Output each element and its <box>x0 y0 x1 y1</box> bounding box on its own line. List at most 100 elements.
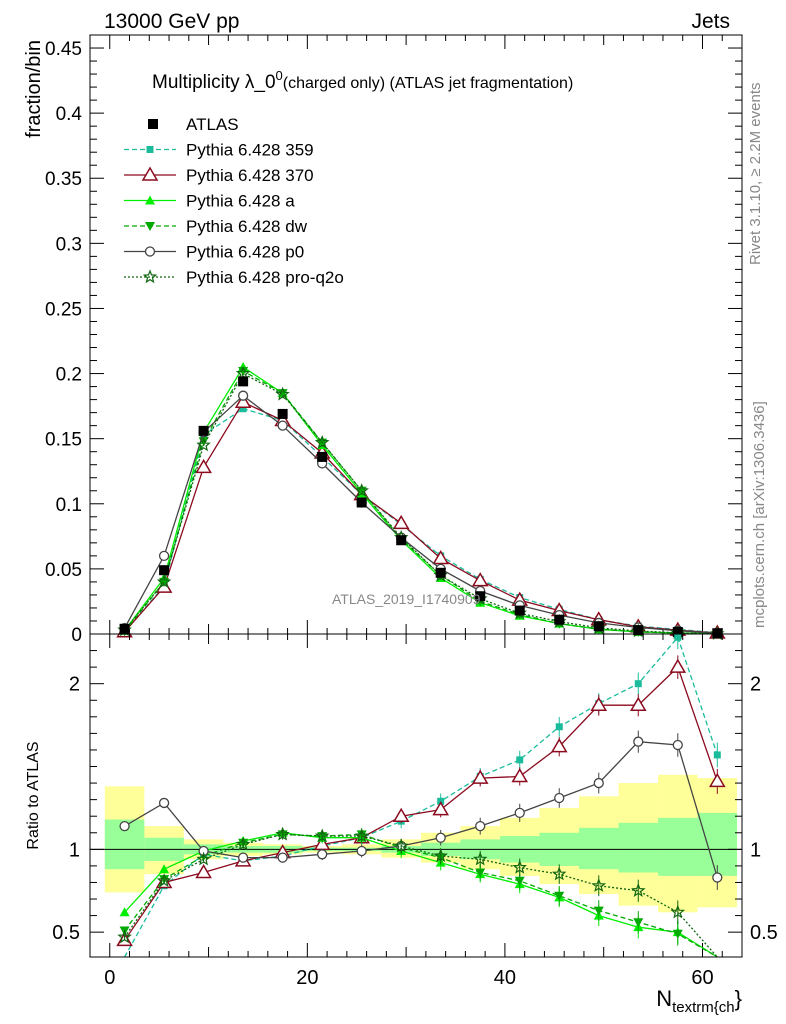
main-series-point <box>234 393 252 408</box>
ratio-series-point <box>158 797 170 809</box>
y-tick-label: 0.2 <box>56 365 82 386</box>
ratio-series-line <box>124 665 718 941</box>
legend-marker <box>148 119 158 129</box>
ratio-series-line <box>124 832 718 958</box>
ratio-series-point <box>514 876 525 886</box>
ratio-y-axis-label: Ratio to ATLAS <box>25 741 42 849</box>
x-axis-label-sub: textrm{ch <box>672 999 735 1016</box>
y-tick-label: 0 <box>71 625 82 646</box>
ratio-series-point <box>119 820 130 832</box>
main-series-point <box>277 389 288 399</box>
legend-item-1: Pythia 6.428 370 <box>124 166 314 185</box>
main-series-line <box>124 370 718 635</box>
legend-label: Pythia 6.428 370 <box>186 166 314 185</box>
y-tick-label: 0.05 <box>45 560 82 581</box>
ratio-series-point <box>631 883 646 897</box>
ratio-y-tick-label-right: 0.5 <box>750 922 778 944</box>
ratio-series-point <box>674 633 682 641</box>
ratio-series-point <box>356 845 367 857</box>
legend-item-5: Pythia 6.428 pro-q2o <box>124 268 344 287</box>
ratio-series-point <box>670 904 686 919</box>
ratio-series-point <box>590 696 608 711</box>
ratio-series-point <box>554 792 565 804</box>
ratio-y-tick-label-right: 1 <box>750 839 761 861</box>
ratio-series-point <box>591 878 607 892</box>
atlas-data-point <box>712 628 723 639</box>
x-axis-label-main: N <box>656 986 672 1011</box>
x-tick-label: 60 <box>691 967 713 989</box>
atlas-data-point <box>396 535 407 546</box>
main-series-point <box>432 549 450 565</box>
rivet-version-text: Rivet 3.1.10, ≥ 2.2M events <box>747 83 764 266</box>
y-tick-label: 0.1 <box>56 495 82 516</box>
ratio-series-point <box>392 807 410 822</box>
atlas-data-point <box>198 425 209 436</box>
ratio-y-tick-label: 0.5 <box>52 922 80 944</box>
ratio-panel: 0.5 0.51 12 20 20 40 60 Ratio to ATLAS Ntextrm… <box>25 633 778 1016</box>
main-series-point <box>238 366 249 376</box>
main-series-point <box>196 437 211 452</box>
legend: ATLAS Pythia 6.428 359 Pythia 6.428 370 Pyt… <box>124 115 344 287</box>
ratio-series-5 <box>117 826 718 958</box>
legend-label: Pythia 6.428 a <box>186 192 295 211</box>
atlas-data-point <box>554 614 565 625</box>
legend-item-3: Pythia 6.428 dw <box>124 217 308 236</box>
chart-title: Multiplicity λ_00(charged only) (ATLAS j… <box>152 68 573 93</box>
ratio-series-line <box>124 741 718 878</box>
legend-marker <box>144 246 156 257</box>
y-axis-label: fraction/bin <box>23 40 45 138</box>
chart-title-superscript: 0 <box>276 68 283 83</box>
ratio-series-point <box>237 852 249 863</box>
ratio-y-tick-label-right: 2 <box>750 674 761 696</box>
atlas-data-point <box>593 621 604 632</box>
ratio-series-point <box>634 680 642 688</box>
atlas-data-point <box>159 565 170 576</box>
main-series-point <box>195 458 212 474</box>
ratio-series-point <box>633 736 644 747</box>
atlas-data-points <box>119 376 723 639</box>
main-panel: 0 0.05 0.1 0.15 0.2 0.25 0.3 0.35 0.4 0.45 Multip… <box>23 34 743 646</box>
ratio-series-point <box>629 696 647 711</box>
ratio-series-point <box>593 906 604 916</box>
ratio-series-point <box>511 767 529 783</box>
ratio-series-4 <box>119 730 723 890</box>
ratio-y-tick-label: 1 <box>69 839 80 861</box>
legend-label: Pythia 6.428 dw <box>186 217 308 236</box>
main-series-point <box>156 574 172 589</box>
ratio-series-point <box>713 751 721 759</box>
atlas-data-point <box>317 451 328 462</box>
ratio-series-point <box>433 848 448 863</box>
ratio-series-point <box>550 738 568 753</box>
ratio-series-point <box>712 872 723 883</box>
ratio-y-tick-label: 2 <box>69 674 80 696</box>
y-tick-label: 0.35 <box>45 169 82 190</box>
x-tick-label: 0 <box>104 967 115 989</box>
ratio-series-point <box>593 777 604 789</box>
band-inner-bin <box>579 827 619 870</box>
legend-marker <box>145 222 155 231</box>
legend-marker <box>146 146 154 153</box>
header-right: Jets <box>691 10 730 33</box>
ratio-frame <box>89 633 743 958</box>
legend-marker <box>142 269 158 284</box>
ratio-series-point <box>432 801 450 816</box>
main-axes: 0 0.05 0.1 0.15 0.2 0.25 0.3 0.35 0.4 0.45 <box>45 34 742 646</box>
header-left: 13000 GeV pp <box>104 10 239 33</box>
ratio-series-point <box>669 658 687 673</box>
ratio-series-point <box>555 723 563 731</box>
ratio-series-point <box>119 907 130 917</box>
legend-label: Pythia 6.428 359 <box>186 141 314 160</box>
ratio-series-point <box>317 849 328 860</box>
ratio-series-point <box>672 929 683 939</box>
x-axis-label: Ntextrm{ch} <box>656 986 742 1016</box>
main-series-line <box>124 366 718 635</box>
y-tick-label: 0.3 <box>56 234 82 255</box>
atlas-data-point <box>435 567 446 578</box>
ratio-series-point <box>471 769 489 784</box>
ratio-series-point <box>708 772 726 788</box>
ratio-series-point <box>472 851 488 866</box>
atlas-data-point <box>633 625 644 636</box>
x-tick-label: 40 <box>494 967 516 989</box>
x-axis-label-close: } <box>735 986 742 1011</box>
atlas-data-point <box>356 497 367 508</box>
